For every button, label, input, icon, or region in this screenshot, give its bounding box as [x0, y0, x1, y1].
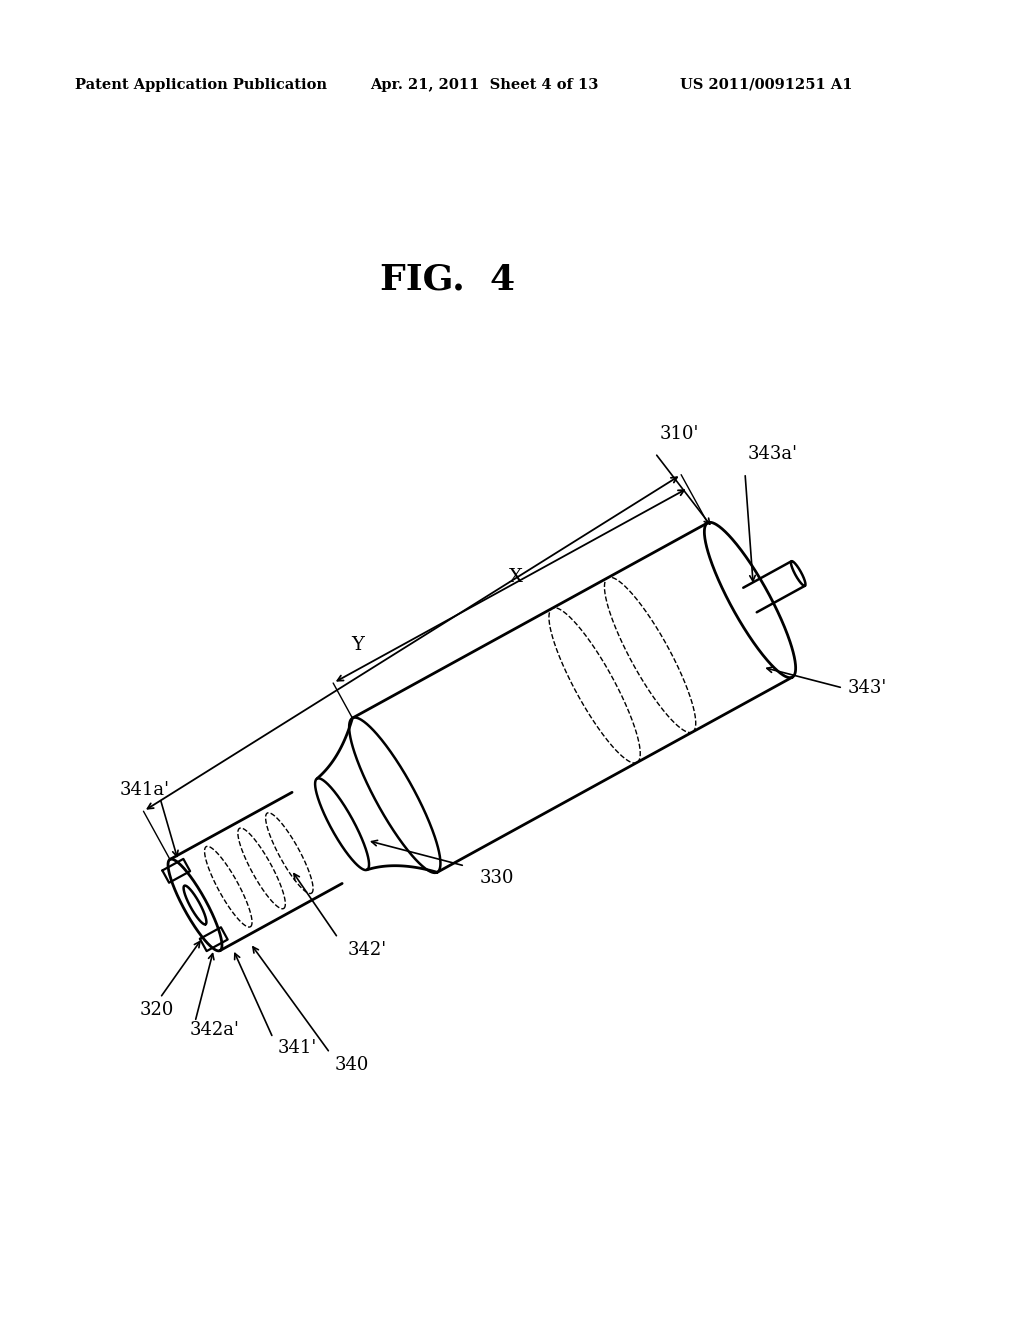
Polygon shape	[170, 792, 342, 950]
Text: 330: 330	[480, 869, 514, 887]
Text: X: X	[509, 569, 522, 586]
Text: FIG.  4: FIG. 4	[380, 263, 515, 297]
Text: 341a': 341a'	[120, 781, 170, 799]
Text: Y: Y	[351, 636, 364, 653]
Text: Apr. 21, 2011  Sheet 4 of 13: Apr. 21, 2011 Sheet 4 of 13	[370, 78, 598, 92]
Text: 343': 343'	[848, 678, 887, 697]
Text: US 2011/0091251 A1: US 2011/0091251 A1	[680, 78, 853, 92]
Text: 340: 340	[335, 1056, 370, 1074]
Text: Patent Application Publication: Patent Application Publication	[75, 78, 327, 92]
Text: 310': 310'	[660, 425, 699, 444]
Text: 342': 342'	[348, 941, 387, 960]
Polygon shape	[352, 523, 793, 873]
Text: 342a': 342a'	[190, 1020, 240, 1039]
Text: 343a': 343a'	[748, 445, 798, 463]
Polygon shape	[743, 561, 805, 612]
Text: 320: 320	[140, 1001, 174, 1019]
Text: 341': 341'	[278, 1039, 317, 1057]
